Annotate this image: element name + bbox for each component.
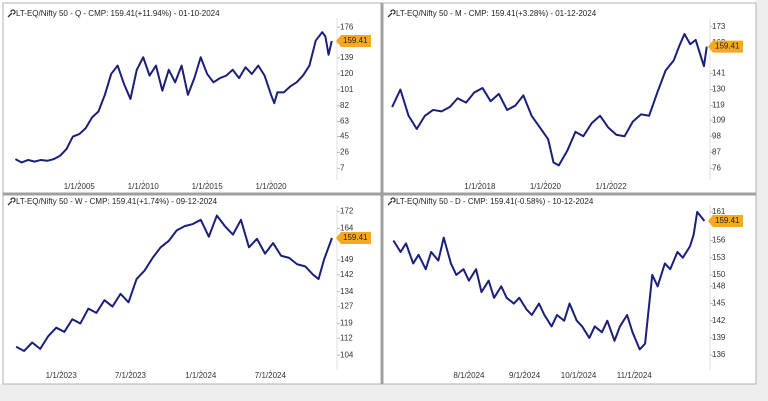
- y-tick-label: 173: [712, 22, 726, 31]
- price-line: [15, 214, 333, 352]
- y-tick-label: 142: [340, 270, 354, 279]
- y-tick-label: 136: [712, 350, 726, 359]
- wrench-icon: [7, 9, 16, 18]
- x-tick-label: 1/1/2005: [64, 182, 96, 191]
- y-tick-label: 141: [712, 69, 726, 78]
- y-tick-label: 153: [712, 253, 726, 262]
- footer-area: [0, 384, 768, 401]
- x-tick-label: 8/1/2024: [453, 371, 485, 380]
- y-tick-label: 172: [340, 206, 354, 215]
- y-tick-label: 45: [340, 132, 349, 141]
- x-tick-label: 9/1/2024: [509, 371, 541, 380]
- y-tick-label: 98: [712, 131, 721, 140]
- price-marker: [336, 231, 371, 244]
- y-tick-label: 142: [712, 316, 726, 325]
- y-tick-label: 150: [712, 270, 726, 279]
- price-marker-label: 159.41: [343, 233, 368, 242]
- y-tick-label: 119: [712, 101, 725, 110]
- x-tick-label: 1/1/2024: [185, 371, 217, 380]
- price-marker: [708, 40, 743, 53]
- y-tick-label: 101: [340, 85, 354, 94]
- right-margin: [756, 0, 768, 401]
- x-tick-label: 1/1/2022: [596, 182, 628, 191]
- chart-title: LT-EQ/Nifty 50 - Q - CMP: 159.41(+11.94%…: [16, 9, 220, 18]
- y-tick-label: 82: [340, 101, 349, 110]
- x-tick-label: 10/1/2024: [561, 371, 597, 380]
- wrench-icon: [387, 197, 396, 206]
- y-tick-label: 104: [340, 350, 354, 359]
- y-tick-label: 149: [340, 255, 354, 264]
- x-tick-label: 1/1/2015: [192, 182, 224, 191]
- y-tick-label: 26: [340, 148, 349, 157]
- y-tick-label: 148: [712, 281, 726, 290]
- x-tick-label: 1/1/2020: [255, 182, 287, 191]
- price-marker-label: 159.41: [715, 42, 740, 51]
- x-tick-label: 1/1/2020: [530, 182, 562, 191]
- price-line: [392, 210, 706, 351]
- chart-title: LT-EQ/Nifty 50 - W - CMP: 159.41(+1.74%)…: [16, 197, 218, 206]
- x-tick-label: 7/1/2024: [255, 371, 287, 380]
- y-tick-label: 87: [712, 147, 721, 156]
- y-tick-label: 7: [340, 163, 345, 172]
- x-tick-label: 1/1/2018: [464, 182, 496, 191]
- y-tick-label: 127: [340, 302, 354, 311]
- y-tick-label: 76: [712, 163, 721, 172]
- y-tick-label: 176: [340, 22, 354, 31]
- y-tick-label: 119: [340, 319, 353, 328]
- chart-title: LT-EQ/Nifty 50 - M - CMP: 159.41(+3.28%)…: [396, 9, 597, 18]
- price-marker-label: 159.41: [343, 36, 368, 45]
- x-tick-label: 1/1/2023: [46, 371, 78, 380]
- chart-title: LT-EQ/Nifty 50 - D - CMP: 159.41(-0.58%)…: [396, 197, 594, 206]
- y-tick-label: 139: [712, 333, 726, 342]
- x-tick-label: 1/1/2010: [128, 182, 160, 191]
- price-marker: [336, 35, 371, 48]
- y-tick-label: 134: [340, 287, 354, 296]
- price-line: [391, 33, 708, 167]
- y-tick-label: 156: [712, 236, 726, 245]
- price-marker: [708, 214, 743, 227]
- y-tick-label: 63: [340, 117, 349, 126]
- x-tick-label: 7/1/2023: [115, 371, 147, 380]
- wrench-icon: [7, 197, 16, 206]
- wrench-icon: [387, 9, 396, 18]
- y-tick-label: 120: [340, 69, 354, 78]
- y-tick-label: 109: [712, 115, 726, 124]
- x-tick-label: 11/1/2024: [617, 371, 653, 380]
- y-tick-label: 139: [340, 53, 354, 62]
- price-line: [14, 31, 333, 164]
- y-tick-label: 145: [712, 299, 726, 308]
- y-tick-label: 161: [712, 207, 726, 216]
- y-tick-label: 112: [340, 333, 353, 342]
- y-tick-label: 130: [712, 85, 726, 94]
- y-tick-label: 164: [340, 223, 354, 232]
- price-marker-label: 159.41: [715, 216, 740, 225]
